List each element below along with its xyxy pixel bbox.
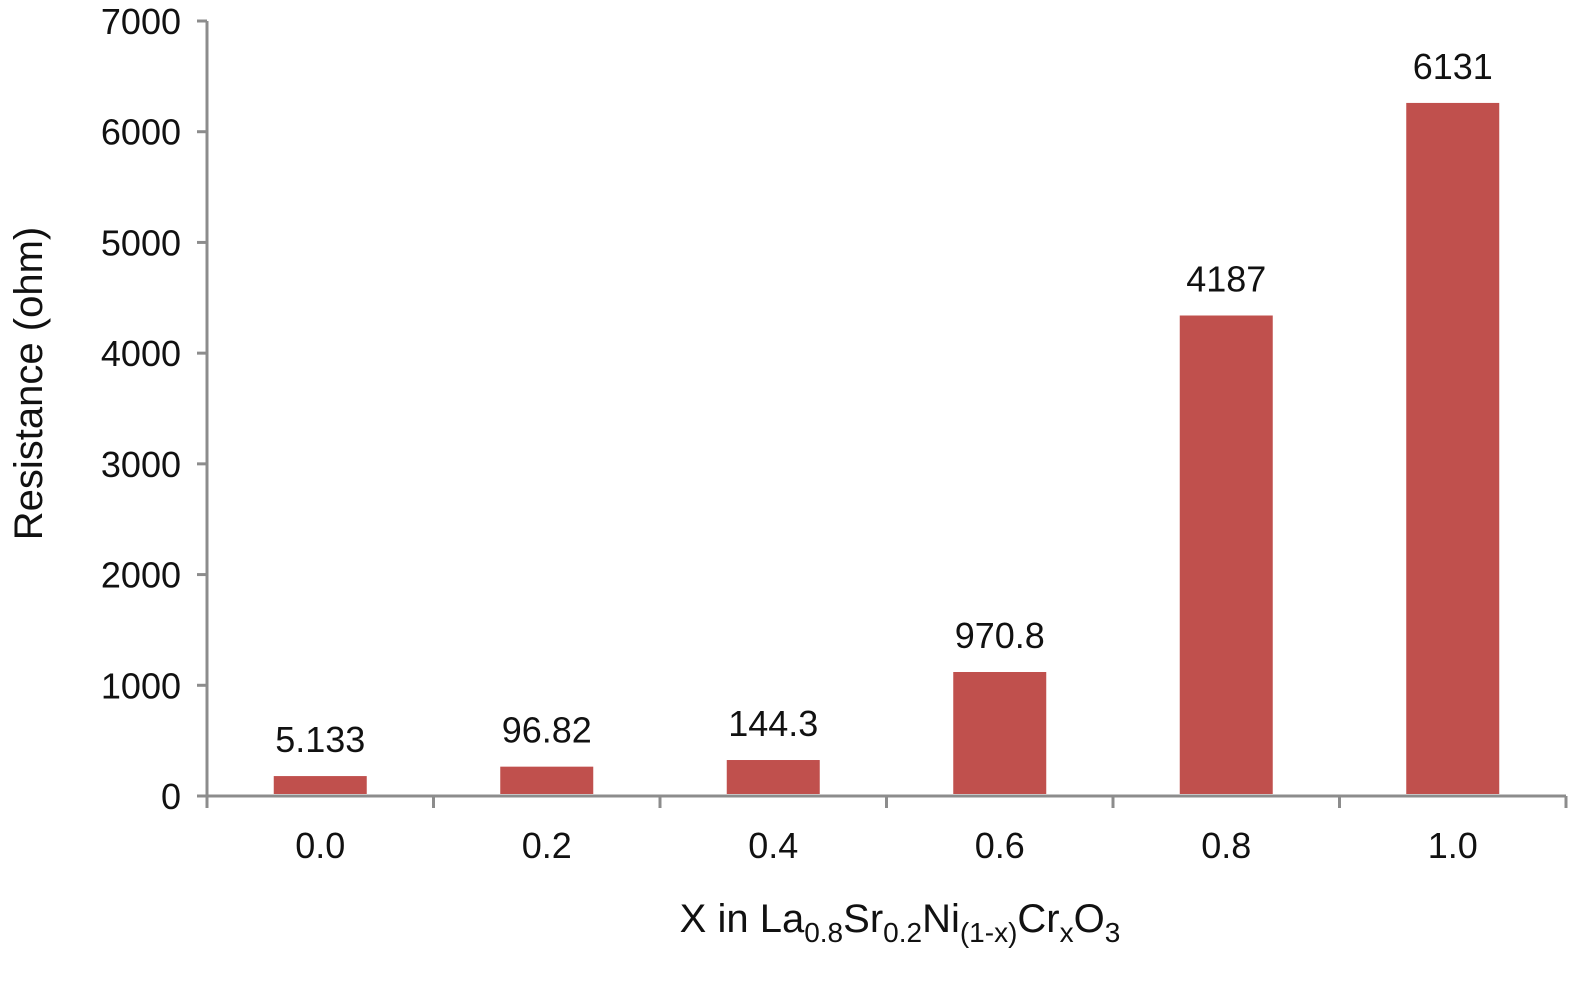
bars [273,102,1500,794]
data-label: 4187 [1186,259,1266,300]
y-tick-label: 0 [161,776,181,817]
bar [500,766,594,794]
x-axis-ticks: 0.0 0.2 0.4 0.6 0.8 1.0 [205,796,1568,866]
x-title-subscript: 3 [1105,917,1121,948]
x-title-subscript: x [1060,917,1074,948]
data-label: 144.3 [728,703,818,744]
y-tick-label: 1000 [101,665,181,706]
x-title-text: X in La [680,897,805,941]
y-tick-label: 7000 [101,1,181,42]
bar [1406,102,1500,794]
x-title-text: Ni [922,897,960,941]
x-tick-label: 0.4 [748,825,798,866]
x-tick-label: 1.0 [1428,825,1478,866]
x-tick-label: 0.2 [522,825,572,866]
data-label: 5.133 [275,719,365,760]
x-tick-label: 0.6 [975,825,1025,866]
x-tick-label: 0.8 [1201,825,1251,866]
x-title-subscript: 0.2 [883,917,922,948]
y-tick-label: 5000 [101,222,181,263]
x-axis-title: X in La0.8Sr0.2Ni(1-x)CrxO3 [680,897,1121,948]
x-title-text: Sr [843,897,883,941]
x-title-text: O [1074,897,1105,941]
x-title-text: Cr [1017,897,1059,941]
data-label: 96.82 [502,710,592,751]
data-labels: 5.133 96.82 144.3 970.8 4187 6131 [275,46,1493,760]
bar [726,760,820,794]
y-tick-label: 4000 [101,333,181,374]
y-axis-ticks: 0 1000 2000 3000 4000 5000 6000 7000 [101,1,207,817]
y-axis-title: Resistance (ohm) [7,227,51,540]
x-title-subscript: 0.8 [804,917,843,948]
bar [273,776,367,794]
data-label: 970.8 [955,615,1045,656]
y-tick-label: 3000 [101,444,181,485]
y-tick-label: 2000 [101,555,181,596]
x-tick-label: 0.0 [295,825,345,866]
bar [1179,315,1273,794]
data-label: 6131 [1413,46,1493,87]
y-tick-label: 6000 [101,112,181,153]
bar [953,672,1047,794]
x-title-subscript: (1-x) [960,917,1018,948]
